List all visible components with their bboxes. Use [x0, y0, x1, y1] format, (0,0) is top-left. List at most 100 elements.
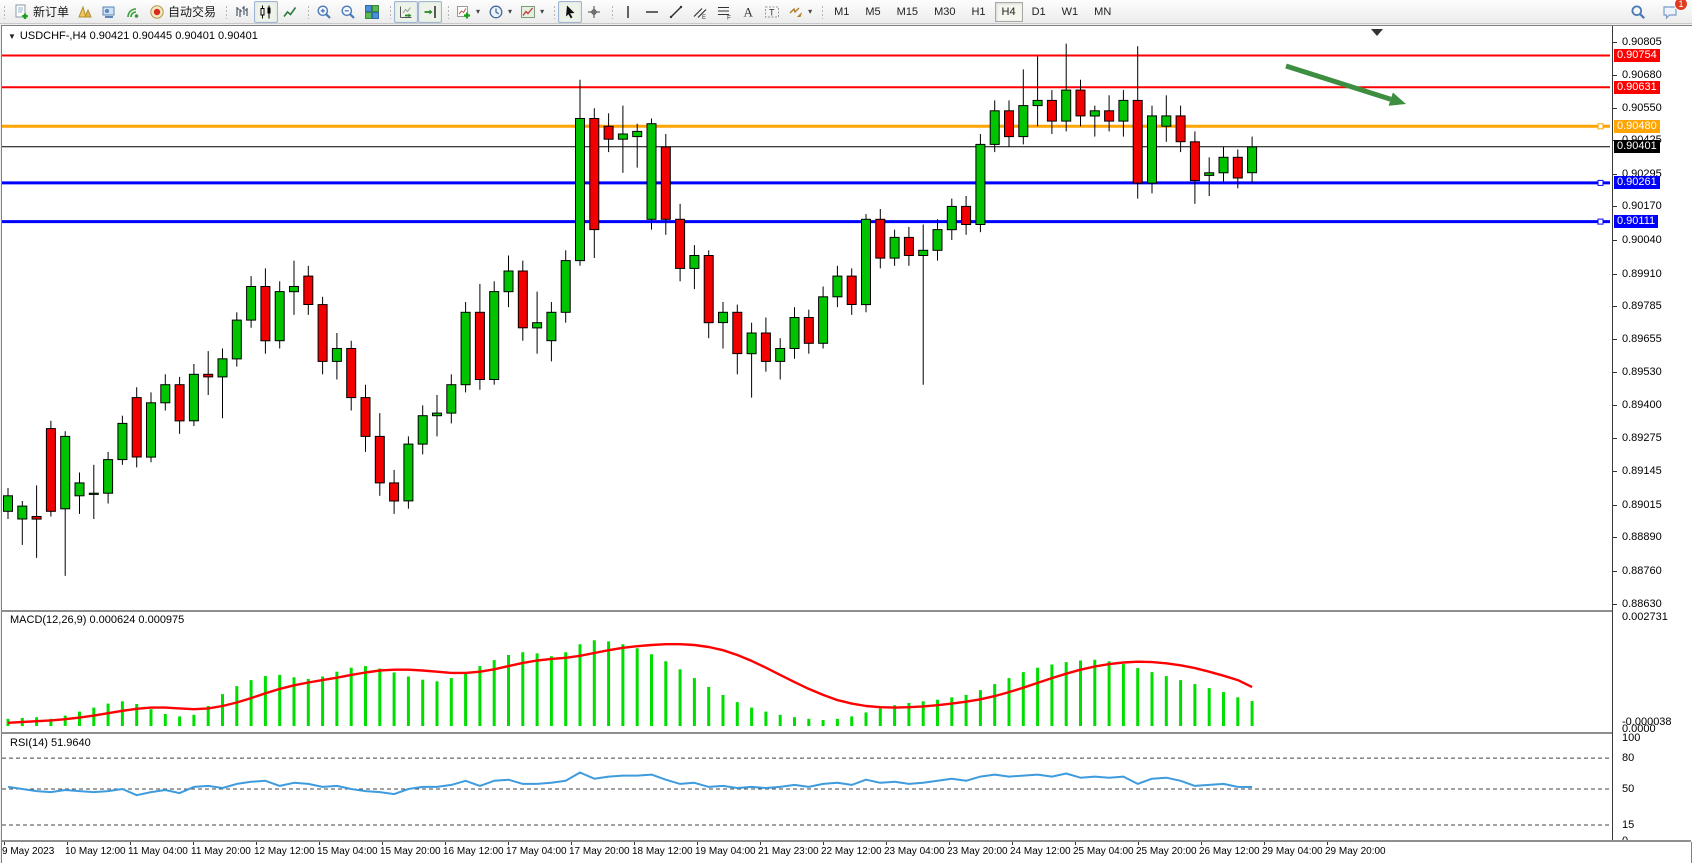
- timeframe-h4-button[interactable]: H4: [994, 1, 1023, 22]
- equidistant-channel-button[interactable]: E: [688, 1, 712, 23]
- text-button[interactable]: A: [736, 1, 760, 23]
- candle-body: [274, 291, 285, 342]
- auto-scroll-button[interactable]: [394, 0, 419, 23]
- line-handle[interactable]: [1597, 179, 1604, 186]
- macd-indicator-pane[interactable]: [2, 612, 1610, 732]
- line-chart-button[interactable]: [278, 1, 302, 23]
- time-tick: [508, 842, 509, 845]
- candle-body: [446, 384, 457, 414]
- line-handle[interactable]: [1597, 123, 1604, 130]
- candle-body: [1118, 99, 1129, 122]
- line-chart-icon: [283, 6, 297, 17]
- candle-body: [246, 286, 257, 321]
- price-axis[interactable]: 0.908050.906800.905500.904250.902950.901…: [1612, 26, 1692, 847]
- time-label: 29 May 04:00: [1262, 846, 1323, 857]
- chart-shift-button[interactable]: [418, 0, 443, 23]
- time-tick: [256, 842, 257, 845]
- main-chart-pane[interactable]: [2, 26, 1610, 610]
- candle-body: [889, 236, 900, 259]
- bar-chart-button[interactable]: [230, 1, 254, 23]
- timeframe-m15-button[interactable]: M15: [896, 5, 919, 18]
- crosshair-button[interactable]: [582, 1, 606, 23]
- time-tick: [697, 842, 698, 845]
- templates-icon: [521, 5, 536, 18]
- trendline-button[interactable]: [664, 1, 688, 23]
- time-label: 23 May 04:00: [884, 846, 945, 857]
- search-button[interactable]: [1626, 1, 1650, 23]
- horizontal-line-button[interactable]: [640, 1, 664, 23]
- timeframe-m30-button[interactable]: M30: [934, 5, 956, 18]
- top-toolbar: 新订单 自动交易 ▾ ▾ ▾ E F A T ▾ M1 M5 M15 M30 H1 H4 D1 W1 MN 1: [0, 0, 1692, 24]
- time-tick: [193, 842, 194, 845]
- time-tick: [1201, 842, 1202, 845]
- indicators-button[interactable]: ▾: [452, 1, 484, 23]
- pane-separator[interactable]: [1, 732, 1691, 734]
- timeframe-d1-button[interactable]: D1: [1031, 5, 1046, 18]
- candle-body: [703, 255, 714, 324]
- text-label-button[interactable]: T: [760, 1, 784, 23]
- candle-body: [217, 358, 228, 378]
- axis-tick: [1613, 174, 1617, 175]
- pane-separator[interactable]: [1, 610, 1691, 612]
- timeframe-h1-button[interactable]: H1: [971, 5, 986, 18]
- signal-icon: [127, 7, 139, 18]
- channel-icon: E: [693, 7, 707, 20]
- time-tick: [1327, 842, 1328, 845]
- axis-tick: [1613, 471, 1617, 472]
- price-tick-label: 0.89015: [1622, 499, 1662, 511]
- time-label: 11 May 20:00: [191, 846, 251, 857]
- timeframe-w1-button[interactable]: W1: [1061, 5, 1079, 18]
- bid-price-badge: 0.90401: [1614, 140, 1660, 153]
- candle-body: [474, 311, 485, 380]
- vertical-line-button[interactable]: [616, 1, 640, 23]
- chart-shift-marker-icon[interactable]: [1371, 29, 1383, 36]
- candle-body: [146, 402, 156, 458]
- cursor-button[interactable]: [558, 0, 583, 23]
- trend-arrow-annotation[interactable]: [1285, 63, 1392, 102]
- zoom-out-button[interactable]: [336, 1, 360, 23]
- timeframe-m5-button[interactable]: M5: [865, 5, 881, 18]
- scroll-group: [388, 0, 446, 23]
- time-tick: [130, 842, 131, 845]
- time-tick: [319, 842, 320, 845]
- svg-text:A: A: [744, 4, 754, 19]
- candlestick-button[interactable]: [254, 0, 279, 23]
- new-order-button[interactable]: 新订单: [10, 1, 73, 23]
- signals-button[interactable]: [121, 1, 145, 23]
- chevron-down-icon[interactable]: ▼: [8, 31, 16, 41]
- axis-tick: [1613, 372, 1617, 373]
- dropdown-arrow-icon[interactable]: ▾: [540, 7, 545, 16]
- line-handle[interactable]: [1597, 218, 1604, 225]
- profile-button[interactable]: [73, 1, 97, 23]
- candle-body: [646, 123, 657, 220]
- timeframe-mn-button[interactable]: MN: [1094, 5, 1112, 18]
- tile-windows-button[interactable]: [360, 1, 384, 23]
- time-label: 23 May 20:00: [947, 846, 1008, 857]
- candle-body: [846, 275, 857, 306]
- notifications-button[interactable]: 1: [1658, 0, 1688, 23]
- new-order-button-label: 新订单: [33, 5, 70, 19]
- dropdown-arrow-icon[interactable]: ▾: [476, 7, 481, 16]
- candle-body: [789, 317, 800, 349]
- autotrading-button[interactable]: 自动交易: [145, 1, 220, 23]
- notification-badge: 1: [1674, 0, 1688, 11]
- axis-tick: [1613, 108, 1617, 109]
- dropdown-arrow-icon[interactable]: ▾: [508, 7, 513, 16]
- rsi-indicator-pane[interactable]: [2, 734, 1610, 840]
- zoom-in-button[interactable]: [312, 1, 336, 23]
- axis-tick: [1613, 42, 1617, 43]
- timeframe-m1-button[interactable]: M1: [834, 5, 850, 18]
- arrows-button[interactable]: ▾: [784, 1, 816, 23]
- templates-button[interactable]: ▾: [516, 1, 548, 23]
- time-axis[interactable]: 9 May 2023 10 May 12:00 11 May 04:00 11 May…: [2, 840, 1691, 863]
- candle-body: [174, 384, 185, 422]
- candle-body: [832, 275, 843, 298]
- navigator-button[interactable]: [97, 1, 121, 23]
- dropdown-arrow-icon[interactable]: ▾: [808, 7, 813, 16]
- periods-button[interactable]: ▾: [484, 1, 516, 23]
- fibonacci-button[interactable]: F: [712, 1, 736, 23]
- candle-body: [617, 133, 628, 140]
- candle-body: [17, 505, 28, 520]
- axis-tick: [1613, 571, 1617, 572]
